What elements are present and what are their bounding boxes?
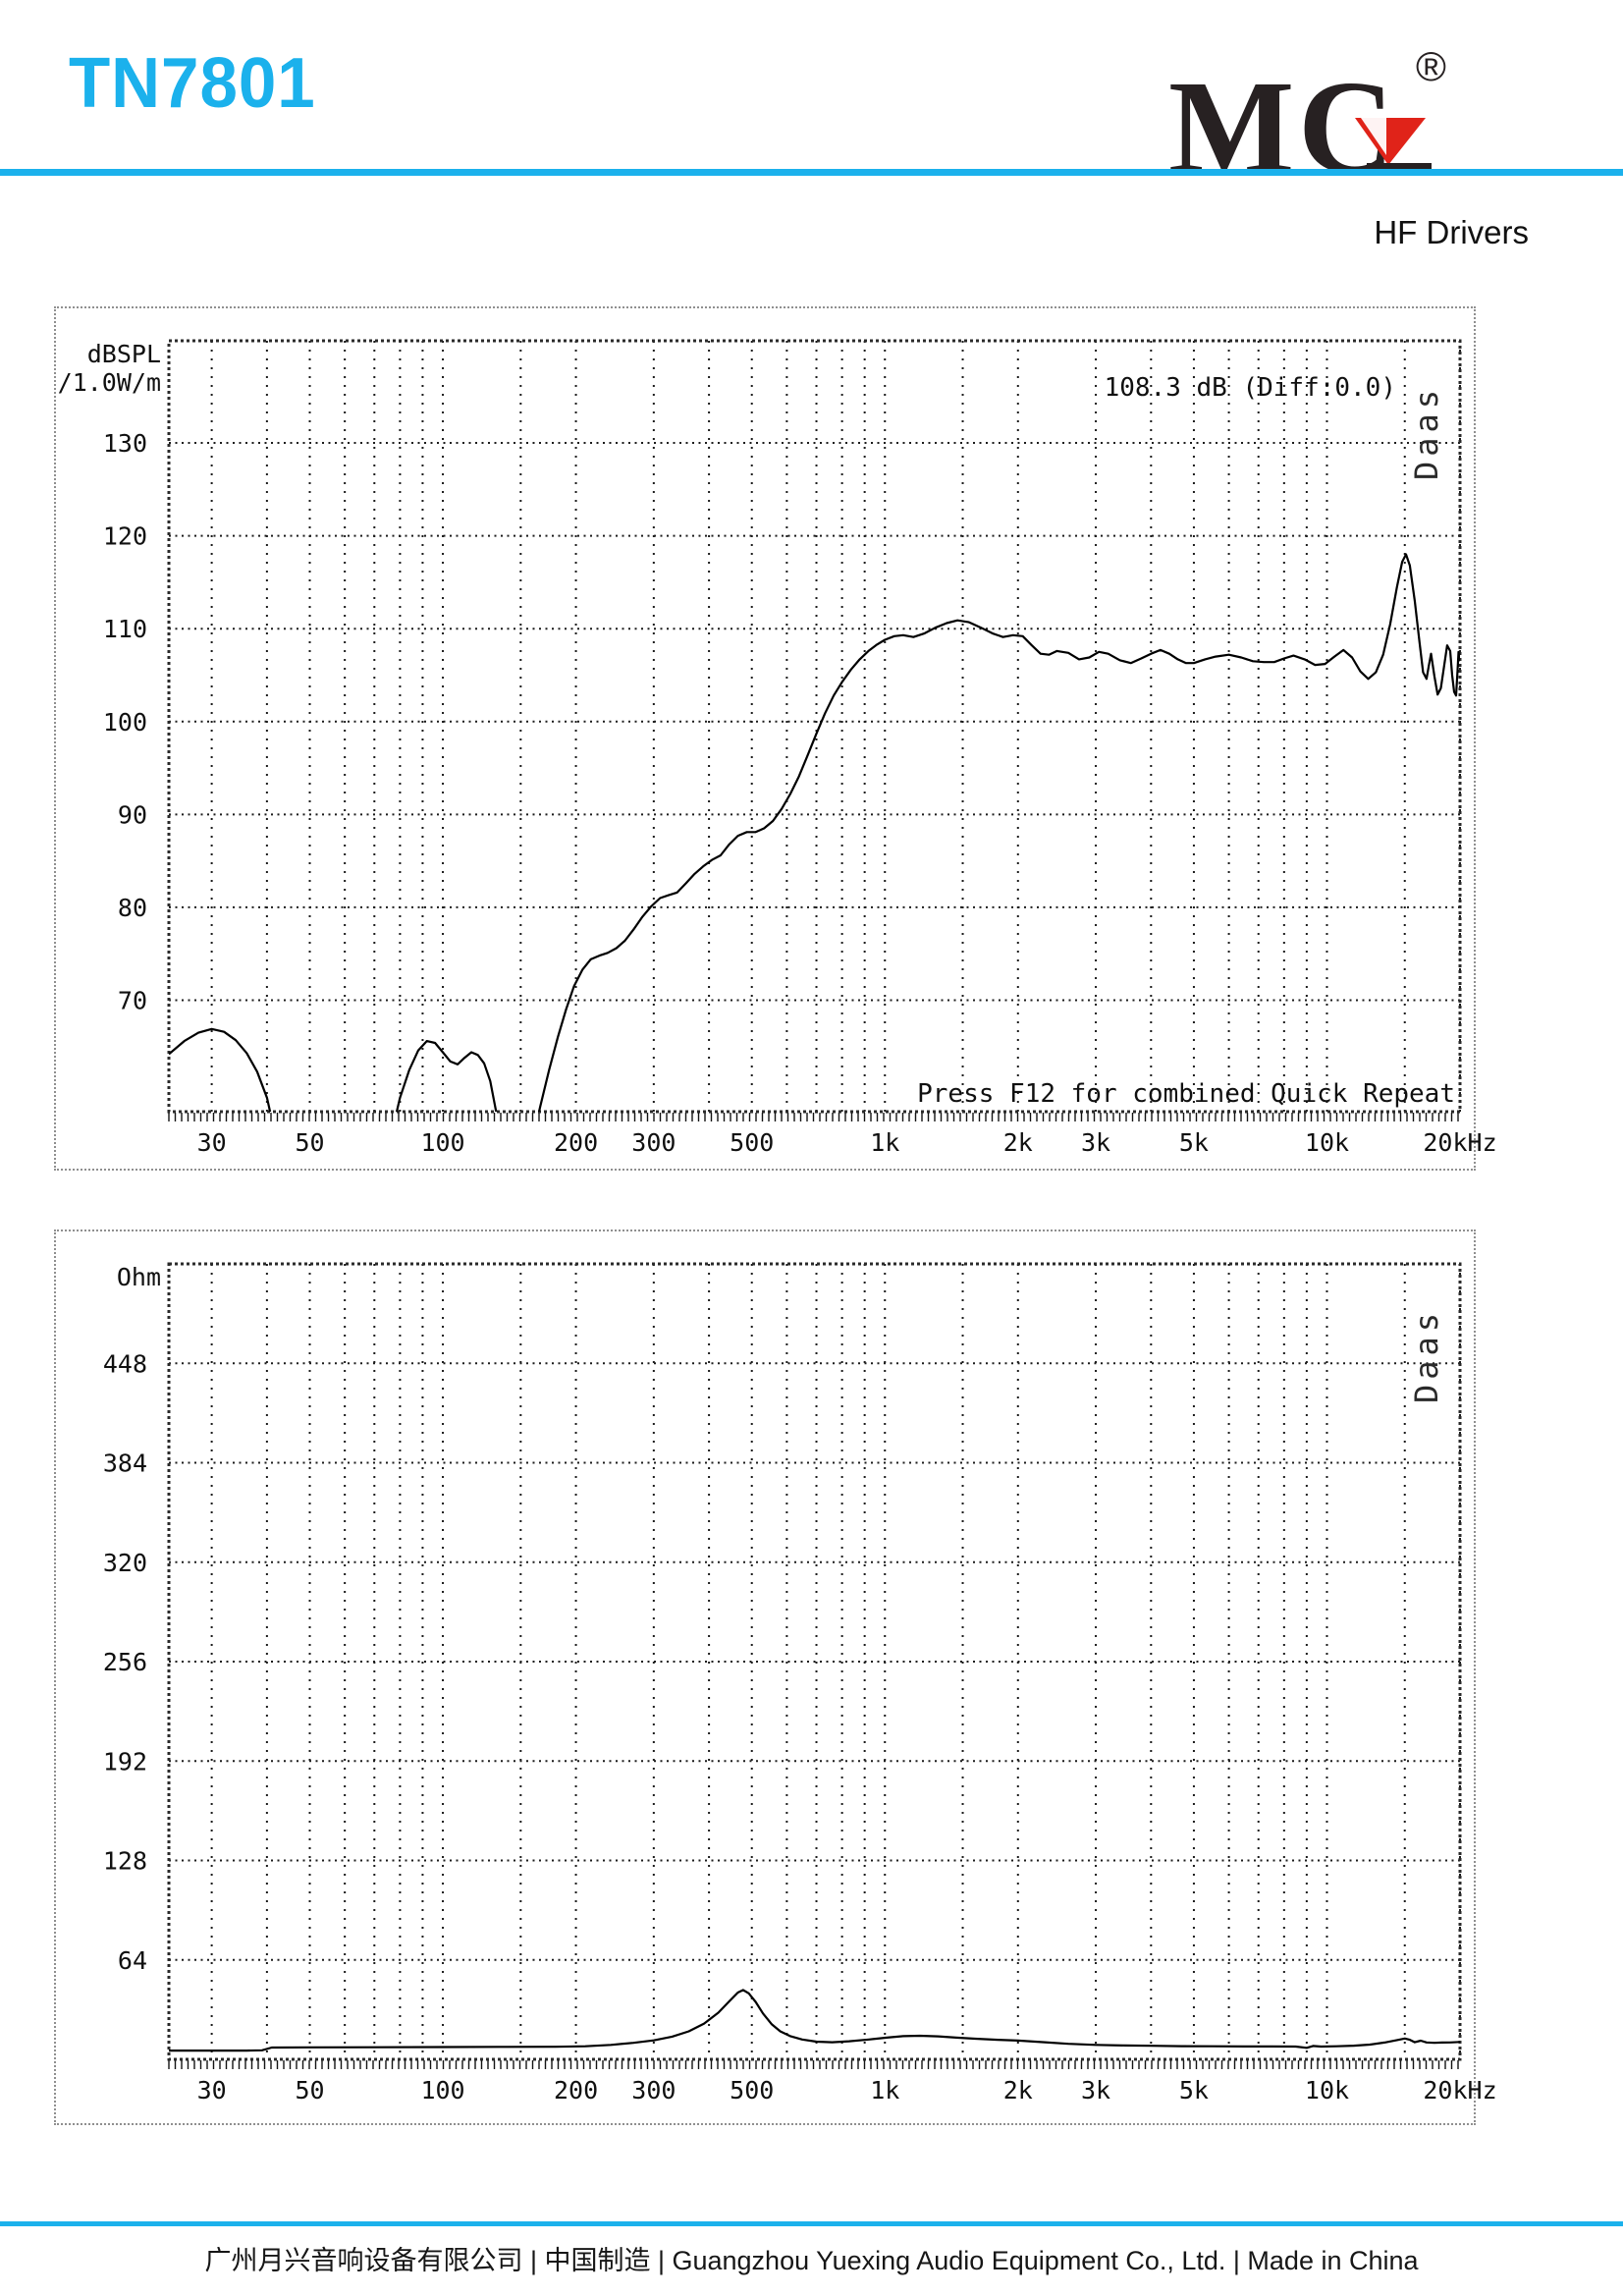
svg-text:70: 70 (118, 987, 147, 1015)
svg-text:Press F12 for combined Quick R: Press F12 for combined Quick Repeat (917, 1079, 1455, 1109)
svg-text:90: 90 (118, 800, 147, 829)
footer-company-line: 广州月兴音响设备有限公司 | 中国制造 | Guangzhou Yuexing … (204, 2246, 1419, 2275)
page-title: TN7801 (69, 44, 316, 123)
impedance-chart: 448 384 320 256 192 128 64 30 50 100 200 300 500 1k 2k… (54, 1230, 1497, 2125)
brand-logo: M C ® (1168, 43, 1446, 187)
svg-text:200: 200 (554, 1128, 598, 1157)
svg-text:5k: 5k (1179, 1128, 1209, 1157)
svg-text:1k: 1k (870, 1128, 899, 1157)
svg-text:30: 30 (197, 2076, 227, 2105)
svg-text:2k: 2k (1003, 1128, 1033, 1157)
impedance-chart-canvas: 448 384 320 256 192 128 64 30 50 100 200 300 500 1k 2k… (103, 1262, 1497, 2105)
logo-underline-bar (1367, 163, 1432, 172)
logo-letter-m: M (1168, 54, 1294, 187)
svg-text:50: 50 (295, 1128, 324, 1157)
svg-text:120: 120 (103, 522, 147, 551)
svg-text:50: 50 (295, 2076, 324, 2105)
svg-text:300: 300 (631, 2076, 676, 2105)
svg-text:100: 100 (420, 1128, 464, 1157)
svg-text:1k: 1k (870, 2076, 899, 2105)
svg-text:10k: 10k (1305, 1128, 1349, 1157)
svg-text:80: 80 (118, 894, 147, 922)
svg-text:10k: 10k (1305, 2076, 1349, 2105)
svg-text:384: 384 (103, 1449, 147, 1478)
svg-text:256: 256 (103, 1648, 147, 1676)
spl-chart: 130 120 110 100 90 80 70 30 50 100 200 300 500 1k 2k 3k… (54, 306, 1497, 1171)
svg-text:500: 500 (730, 1128, 774, 1157)
svg-text:3k: 3k (1081, 1128, 1110, 1157)
svg-text:Daas: Daas (1408, 385, 1445, 480)
footer-divider (0, 2221, 1623, 2226)
svg-text:100: 100 (420, 2076, 464, 2105)
spl-chart-canvas: 130 120 110 100 90 80 70 30 50 100 200 300 500 1k 2k 3k… (58, 339, 1497, 1157)
svg-text:200: 200 (554, 2076, 598, 2105)
logo-triangle-highlight (1361, 118, 1386, 155)
svg-text:3k: 3k (1081, 2076, 1110, 2105)
svg-text:130: 130 (103, 429, 147, 458)
svg-text:100: 100 (103, 708, 147, 737)
svg-text:Daas: Daas (1408, 1308, 1445, 1403)
svg-text:64: 64 (118, 1946, 147, 1975)
svg-text:dBSPL: dBSPL (87, 340, 161, 368)
registered-trademark-icon: ® (1416, 43, 1446, 89)
svg-text:5k: 5k (1179, 2076, 1209, 2105)
svg-text:128: 128 (103, 1847, 147, 1876)
svg-text:2k: 2k (1003, 2076, 1033, 2105)
svg-text:320: 320 (103, 1549, 147, 1577)
svg-text:Ohm: Ohm (117, 1263, 161, 1291)
svg-text:30: 30 (197, 1128, 227, 1157)
svg-text:300: 300 (631, 1128, 676, 1157)
header-divider (0, 169, 1623, 176)
svg-text:110: 110 (103, 615, 147, 643)
svg-text:108.3 dB (Diff:0.0): 108.3 dB (Diff:0.0) (1105, 373, 1396, 403)
svg-text:500: 500 (730, 2076, 774, 2105)
svg-text:448: 448 (103, 1349, 147, 1378)
svg-text:20kHz: 20kHz (1423, 2076, 1496, 2105)
svg-text:/1.0W/m: /1.0W/m (58, 368, 161, 397)
category-label: HF Drivers (1374, 214, 1529, 250)
svg-text:192: 192 (103, 1747, 147, 1776)
svg-text:20kHz: 20kHz (1423, 1128, 1496, 1157)
